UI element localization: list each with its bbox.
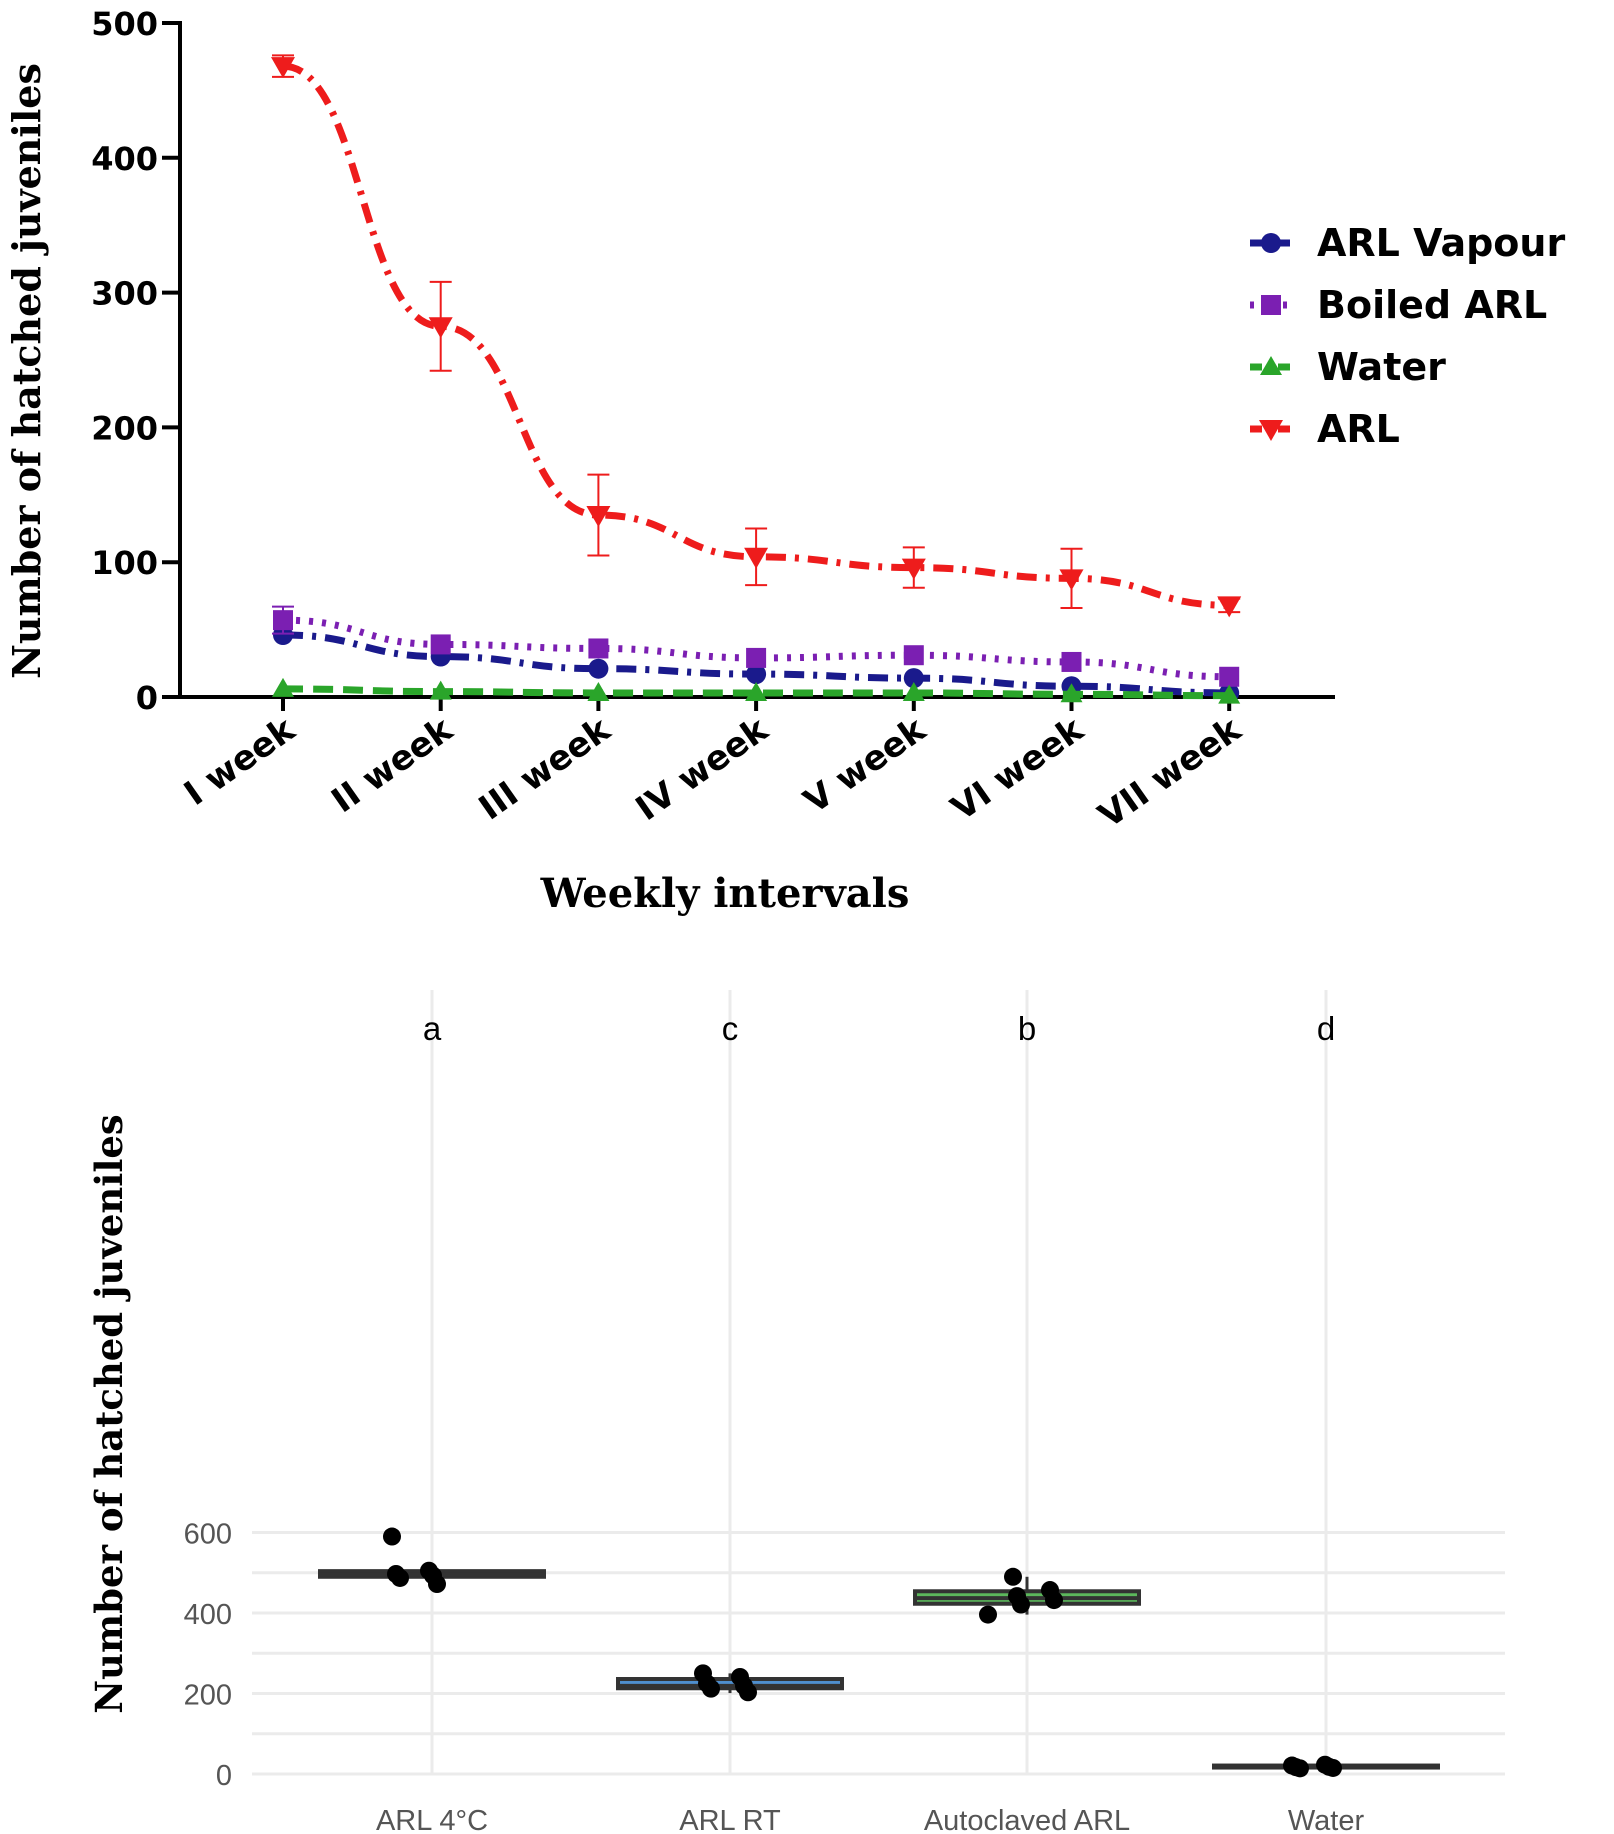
series-line-arl	[282, 62, 1230, 609]
data-point	[383, 1527, 401, 1546]
data-point-boiled-arl	[588, 638, 609, 659]
series-arl	[271, 54, 1242, 618]
y-tick-label: 400	[91, 140, 158, 178]
data-point	[1004, 1567, 1022, 1586]
data-point-boiled-arl	[1219, 666, 1240, 687]
significance-letter: c	[722, 1010, 739, 1047]
data-point-water	[587, 681, 610, 701]
significance-letter: a	[423, 1010, 442, 1047]
y-tick-label: 100	[91, 544, 158, 582]
data-point-arl	[744, 547, 769, 569]
x-tick-label-v-week: V week	[797, 709, 934, 822]
legend-label-water: Water	[1317, 345, 1446, 389]
series-boiled-arl	[272, 605, 1240, 687]
data-point-boiled-arl	[430, 634, 451, 655]
data-point-water	[272, 677, 294, 697]
data-point-arl-vapour	[746, 664, 767, 685]
x-axis-title: Weekly intervals	[540, 870, 910, 917]
y-tick-label: 500	[91, 5, 158, 43]
data-point-arl	[1217, 596, 1242, 618]
y-tick-label: 0	[136, 679, 158, 717]
data-point-boiled-arl	[903, 645, 924, 666]
x-tick-label-vii-week: VII week	[1091, 709, 1249, 836]
data-point	[1045, 1591, 1063, 1610]
significance-letter: b	[1018, 1010, 1036, 1047]
y-tick-label: 200	[91, 409, 158, 447]
x-tick-label-iv-week: IV week	[629, 709, 777, 829]
box-plot: 0 200 400 600 Number of hatched juveniles ARL…	[87, 990, 1505, 1834]
legend-marker-boiled-arl	[1261, 295, 1281, 315]
x-tick-label-i-week: I week	[177, 709, 303, 814]
data-point	[702, 1679, 720, 1698]
x-tick-label-vi-week: VI week	[944, 709, 1092, 829]
x-tick-label-arl-rt: ARL RT	[679, 1805, 781, 1834]
data-point	[1324, 1758, 1342, 1777]
x-tick-label-water: Water	[1288, 1805, 1365, 1834]
data-point	[428, 1575, 446, 1594]
data-point-arl	[1059, 569, 1084, 591]
legend-marker-arl	[1259, 420, 1283, 441]
data-point-boiled-arl	[746, 647, 767, 668]
y-tick-label: 200	[184, 1680, 232, 1712]
line-chart: 0 100 200 300 400 500 I week II week III week IV …	[4, 5, 1565, 917]
y-tick-label: 400	[184, 1599, 232, 1631]
box-group-autoclaved-arl	[913, 1567, 1141, 1624]
legend-label-boiled-arl: Boiled ARL	[1317, 283, 1547, 327]
data-point-arl	[271, 57, 295, 79]
data-point-water	[429, 680, 452, 700]
data-point-water	[1060, 683, 1083, 703]
data-point-water	[745, 681, 768, 701]
significance-letter: d	[1317, 1010, 1335, 1047]
data-point-arl-vapour	[903, 668, 924, 689]
legend-marker-arl-vapour	[1261, 233, 1281, 253]
box-arl-rt	[616, 1677, 844, 1691]
legend-label-arl: ARL	[1317, 407, 1400, 451]
data-point-boiled-arl	[273, 610, 293, 631]
data-point	[1012, 1595, 1030, 1614]
x-tick-label-ii-week: II week	[324, 709, 461, 821]
x-tick-label-autoclaved-arl: Autoclaved ARL	[924, 1805, 1130, 1834]
data-point-boiled-arl	[1061, 651, 1082, 672]
y-tick-label: 0	[216, 1760, 232, 1792]
data-point-water	[902, 681, 925, 701]
data-point	[739, 1683, 757, 1702]
data-point	[979, 1605, 997, 1624]
x-tick-label-iii-week: III week	[472, 709, 619, 829]
data-point-arl	[586, 506, 611, 528]
legend-marker-water	[1260, 356, 1282, 375]
data-point-water	[1218, 684, 1241, 704]
data-point	[1291, 1759, 1309, 1778]
y-axis-title: Number of hatched juveniles	[87, 1114, 131, 1714]
legend: ARL Vapour Boiled ARL Water ARL	[1250, 221, 1565, 451]
data-point	[391, 1568, 409, 1587]
legend-label-arl-vapour: ARL Vapour	[1317, 221, 1565, 265]
data-point-arl-vapour	[588, 658, 609, 679]
box-group-water	[1212, 1755, 1440, 1778]
box-group-arl-4-c	[318, 1527, 546, 1594]
y-tick-label: 600	[184, 1519, 232, 1551]
y-tick-label: 300	[91, 275, 158, 313]
data-point-arl	[901, 558, 926, 580]
data-point-arl	[428, 317, 453, 339]
box-group-arl-rt	[616, 1664, 844, 1702]
x-tick-label-arl-4-c: ARL 4°C	[376, 1805, 488, 1834]
series-water	[272, 677, 1241, 704]
y-axis-title: Number of hatched juveniles	[4, 63, 49, 679]
